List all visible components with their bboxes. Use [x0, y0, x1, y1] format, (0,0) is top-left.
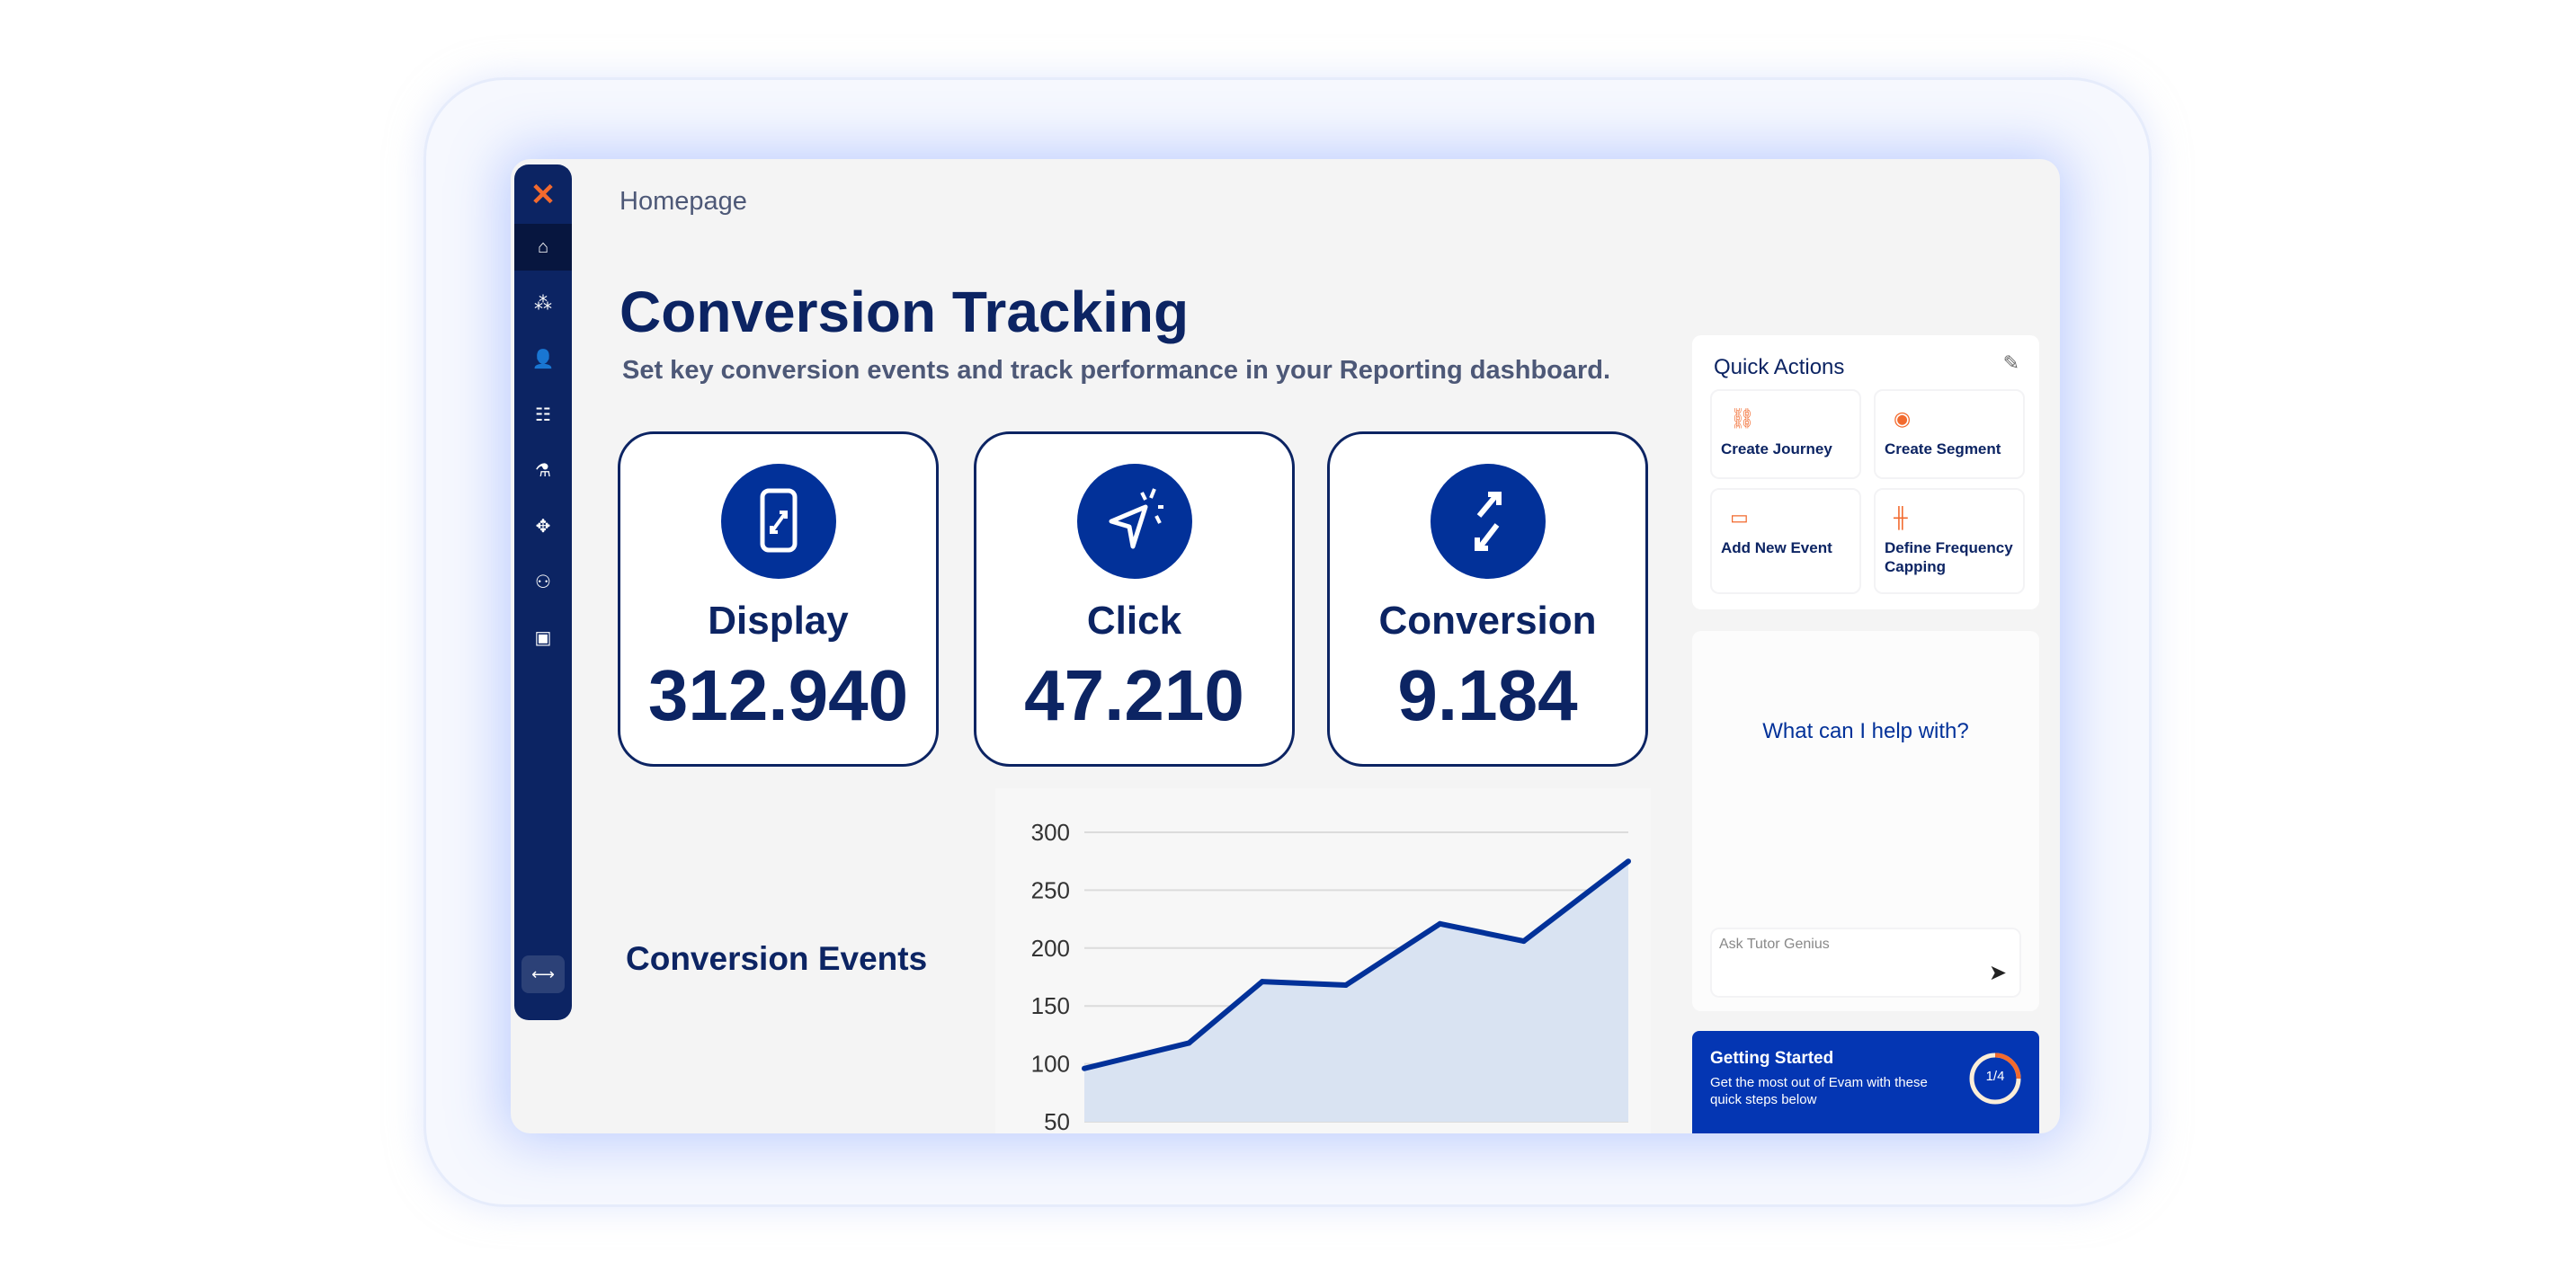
- getting-started-banner[interactable]: Getting Started Get the most out of Evam…: [1692, 1031, 2039, 1133]
- progress-ring: [1969, 1053, 2021, 1105]
- getting-started-text: Get the most out of Evam with these quic…: [1710, 1075, 1928, 1107]
- logo-icon[interactable]: ✕: [530, 178, 557, 212]
- home-icon[interactable]: ⌂: [514, 224, 572, 271]
- click-card: Click 47.210: [974, 431, 1295, 767]
- progress-text: 1/4: [1985, 1069, 2005, 1084]
- quick-action-label: Define Frequency Capping: [1885, 539, 2013, 575]
- target-icon[interactable]: ✥: [535, 516, 551, 537]
- expand-icon[interactable]: ⟷: [521, 955, 565, 993]
- quick-action-label: Create Segment: [1885, 440, 2001, 457]
- card-label: Display: [708, 599, 849, 643]
- calendar-icon: ▭: [1730, 506, 1749, 529]
- add-new-event-button[interactable]: ▭ Add New Event: [1710, 488, 1861, 594]
- data-point: [1259, 979, 1265, 985]
- y-tick-label: 250: [1031, 876, 1070, 903]
- page-subtitle: Set key conversion events and track perf…: [622, 356, 1611, 385]
- send-icon[interactable]: ➤: [1988, 961, 2007, 985]
- card-value: 312.940: [647, 655, 909, 735]
- conversion-events-label: Conversion Events: [626, 940, 928, 977]
- y-tick-label: 300: [1031, 819, 1070, 846]
- audience-icon[interactable]: ⁂: [534, 293, 552, 314]
- campaign-icon[interactable]: ▣: [534, 627, 552, 648]
- create-segment-button[interactable]: ◉ Create Segment: [1874, 389, 2025, 479]
- y-tick-label: 50: [1044, 1108, 1070, 1133]
- page-title: Conversion Tracking: [619, 280, 1190, 344]
- user-voice-icon[interactable]: 👤: [531, 349, 555, 369]
- card-label: Conversion: [1378, 599, 1597, 643]
- data-point: [1437, 920, 1443, 927]
- frequency-icon: ╫: [1894, 506, 1908, 529]
- segment-icon: ◉: [1894, 407, 1912, 430]
- data-point: [1520, 938, 1527, 945]
- breadcrumb[interactable]: Homepage: [619, 187, 747, 216]
- card-label: Click: [1086, 599, 1182, 643]
- quick-actions-title: Quick Actions: [1714, 355, 1845, 379]
- y-tick-label: 150: [1031, 992, 1070, 1019]
- sliders-icon[interactable]: ☷: [535, 404, 551, 425]
- journey-icon: ⛓: [1730, 407, 1755, 430]
- arrows-exchange-icon: [1430, 464, 1546, 579]
- quick-action-label: Create Journey: [1721, 440, 1832, 457]
- phone-resize-icon: [720, 464, 836, 579]
- card-value: 9.184: [1397, 655, 1578, 735]
- conversion-events-chart: 300 250 200 150 100 50: [995, 788, 1651, 1135]
- y-tick-label: 200: [1031, 935, 1070, 962]
- quick-actions-panel: Quick Actions ✎ ⛓ Create Journey ◉ Creat…: [1692, 335, 2039, 609]
- getting-started-title: Getting Started: [1710, 1049, 1834, 1068]
- chat-panel: What can I help with? Ask Tutor Genius ➤: [1692, 631, 2039, 1011]
- sidebar: ✕ ⌂ ⁂ 👤 ☷ ⚗ ✥ ⚇ ▣ ⟷: [514, 164, 572, 1020]
- cursor-click-icon: [1076, 464, 1192, 579]
- quick-action-label: Add New Event: [1721, 539, 1832, 556]
- area-fill: [1084, 861, 1628, 1122]
- chat-input[interactable]: Ask Tutor Genius ➤: [1710, 928, 2021, 998]
- edit-icon[interactable]: ✎: [2002, 351, 2019, 374]
- chat-placeholder: Ask Tutor Genius: [1719, 937, 1830, 952]
- card-value: 47.210: [1024, 655, 1244, 735]
- users-settings-icon[interactable]: ⚇: [535, 572, 551, 592]
- data-point: [1342, 982, 1349, 989]
- create-journey-button[interactable]: ⛓ Create Journey: [1710, 389, 1861, 479]
- conversion-card: Conversion 9.184: [1327, 431, 1648, 767]
- chat-prompt: What can I help with?: [1762, 719, 1969, 743]
- y-tick-label: 100: [1031, 1051, 1070, 1078]
- lab-icon[interactable]: ⚗: [535, 460, 551, 481]
- data-point: [1082, 1065, 1087, 1071]
- data-point: [1186, 1040, 1192, 1046]
- display-card: Display 312.940: [618, 431, 939, 767]
- data-point: [1626, 858, 1631, 865]
- define-frequency-capping-button[interactable]: ╫ Define Frequency Capping: [1874, 488, 2025, 594]
